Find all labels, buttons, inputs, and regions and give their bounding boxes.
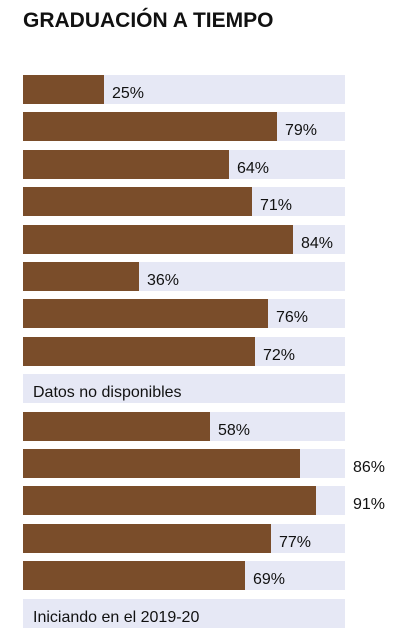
bar <box>23 561 245 591</box>
bar-value-label: 25% <box>112 85 145 102</box>
bar <box>23 449 300 478</box>
bar-value-label: 69% <box>253 571 286 589</box>
bar-value-label: 58% <box>218 421 251 439</box>
bar <box>23 224 293 254</box>
bar-row: 79% <box>23 112 345 142</box>
bar-value-label: 72% <box>263 346 296 364</box>
bar-note: Iniciando en el 2019-20 <box>33 608 200 626</box>
bar-value-label: 76% <box>276 309 309 327</box>
bar-row: 91% <box>23 486 385 516</box>
bar-track <box>23 374 345 404</box>
bar-track <box>23 598 345 628</box>
bar-value-label: 79% <box>285 122 318 140</box>
chart-title: GRADUACIÓN A TIEMPO <box>23 9 274 32</box>
bar <box>23 112 277 142</box>
bar-row: 69% <box>23 561 345 591</box>
bar-row: 64% <box>23 149 345 179</box>
bar-value-label: 91% <box>353 496 386 514</box>
bar-row: 72% <box>23 336 345 366</box>
bar-value-label: 36% <box>147 272 180 289</box>
bar-row: 77% <box>23 523 345 553</box>
bar-row: 71% <box>23 187 345 217</box>
bar-row: 86% <box>23 449 385 478</box>
bar <box>23 523 271 553</box>
bar <box>23 149 229 179</box>
bar-row: 84% <box>23 224 345 254</box>
bar <box>23 75 104 104</box>
bar <box>23 336 255 366</box>
bar-value-label: 77% <box>279 533 312 551</box>
bar <box>23 262 139 291</box>
bar-row: 76% <box>23 299 345 329</box>
bar-row: 25% <box>23 75 345 104</box>
bar-row: Iniciando en el 2019-20 <box>23 598 345 628</box>
bar <box>23 299 268 329</box>
bar <box>23 411 210 441</box>
bar-note: Datos no disponibles <box>33 384 182 402</box>
bar-value-label: 71% <box>260 197 293 215</box>
bar <box>23 486 316 516</box>
bar-row: 58% <box>23 411 345 441</box>
bar-value-label: 86% <box>353 459 386 476</box>
bar <box>23 187 252 217</box>
bar-row: 36% <box>23 262 345 291</box>
bar-value-label: 84% <box>301 234 334 252</box>
bar-row: Datos no disponibles <box>23 374 345 404</box>
bar-value-label: 64% <box>237 159 270 177</box>
